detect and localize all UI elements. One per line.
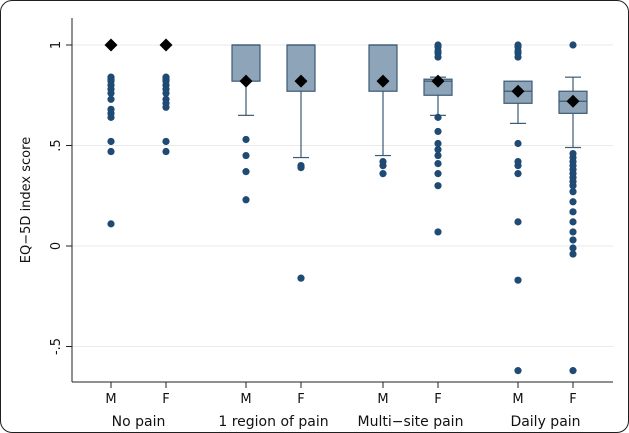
x-tick-label: M: [377, 392, 388, 407]
grid-layer: [72, 44, 613, 347]
outlier-point: [569, 218, 577, 226]
x-tick-label: M: [240, 392, 251, 407]
outlier-point: [434, 151, 442, 160]
outlier-point: [107, 113, 115, 121]
y-tick-label: -.5: [49, 338, 64, 355]
outlier-point: [434, 159, 442, 168]
axis-layer: EQ−5D index score 1 .5 0 -.5: [19, 18, 613, 388]
outlier-point: [107, 220, 115, 228]
mean-marker: [431, 74, 445, 88]
outlier-point: [569, 182, 577, 190]
outlier-point: [107, 89, 115, 97]
x-tick-label: M: [105, 392, 116, 407]
x-axis-labels: M F No pain M F 1 region of pain M F Multi−site …: [105, 392, 580, 430]
outlier-point: [434, 170, 442, 178]
outlier-point: [514, 218, 522, 226]
outlier-point: [569, 367, 577, 375]
mean-marker: [239, 74, 253, 88]
outlier-point: [569, 228, 577, 236]
outlier-point: [434, 127, 442, 136]
mean-marker: [566, 94, 580, 108]
mean-marker: [294, 74, 308, 88]
outlier-point: [162, 147, 170, 156]
outlier-point: [297, 274, 305, 282]
outlier-point: [434, 228, 442, 236]
y-tick-label: 0: [49, 242, 64, 250]
outlier-point: [107, 137, 115, 146]
x-tick-label: F: [162, 392, 169, 407]
outlier-point: [242, 135, 250, 144]
outlier-point: [434, 182, 442, 190]
outlier-point: [434, 139, 442, 148]
outlier-point: [107, 147, 115, 156]
outlier-point: [514, 162, 522, 170]
outlier-point: [569, 188, 577, 196]
x-tick-label: F: [569, 392, 576, 407]
mean-marker: [159, 38, 173, 52]
mean-marker: [511, 84, 525, 98]
outlier-point: [242, 196, 250, 204]
mean-marker: [104, 38, 118, 52]
outlier-point: [569, 208, 577, 216]
y-tick-label: 1: [49, 41, 64, 49]
outlier-point: [514, 53, 522, 61]
y-tick-label: .5: [49, 139, 64, 151]
outlier-point: [514, 276, 522, 284]
x-tick-label: F: [434, 392, 441, 407]
outlier-point: [569, 236, 577, 244]
box-layer: [231, 44, 588, 159]
outlier-point: [242, 151, 250, 160]
outlier-point: [569, 250, 577, 258]
group-label: Daily pain: [510, 414, 580, 430]
mean-marker-layer: [104, 38, 580, 108]
outlier-point: [569, 198, 577, 206]
outlier-point: [434, 53, 442, 61]
outlier-point: [434, 113, 442, 121]
outlier-point: [569, 244, 577, 252]
group-label: 1 region of pain: [218, 414, 328, 430]
outlier-point: [162, 103, 170, 111]
outlier-point: [434, 145, 442, 154]
group-label: No pain: [112, 414, 166, 430]
outlier-layer: [107, 41, 577, 375]
outlier-point: [569, 41, 577, 49]
outlier-point: [162, 137, 170, 146]
outlier-point: [297, 164, 305, 172]
outlier-point: [107, 95, 115, 103]
x-tick-label: F: [297, 392, 304, 407]
outlier-point: [514, 139, 522, 148]
mean-marker: [376, 74, 390, 88]
outlier-point: [162, 89, 170, 97]
y-axis-label: EQ−5D index score: [19, 137, 34, 263]
outlier-point: [379, 162, 387, 170]
outlier-point: [514, 170, 522, 178]
outlier-point: [514, 367, 522, 375]
outlier-point: [242, 168, 250, 176]
group-label: Multi−site pain: [358, 414, 464, 430]
outlier-point: [379, 170, 387, 178]
x-tick-label: M: [512, 392, 523, 407]
